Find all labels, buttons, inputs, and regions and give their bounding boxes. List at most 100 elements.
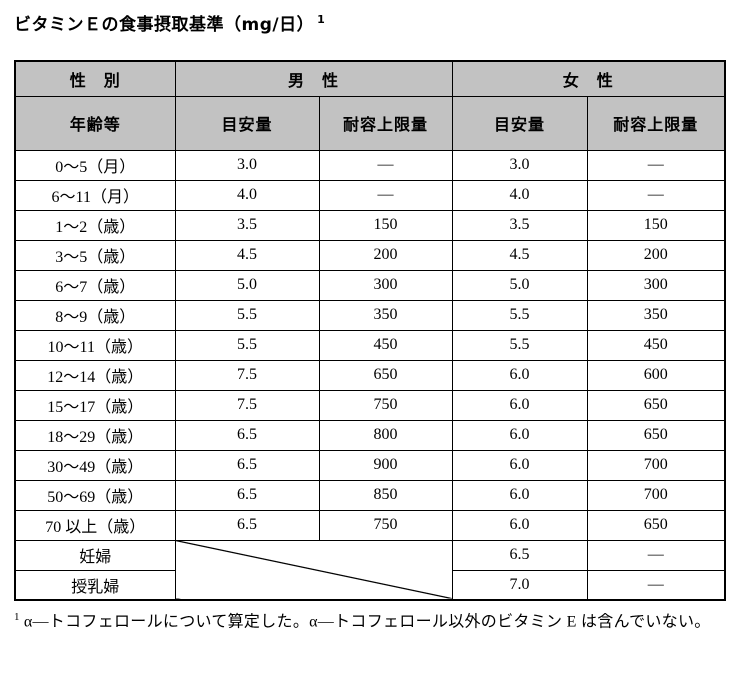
age-cell: 18～29（歳）: [14, 419, 176, 451]
age-cell: 6～7（歳）: [14, 269, 176, 301]
female-amount-cell: 6.0: [451, 449, 588, 481]
male-upper-limit-cell: 150: [318, 209, 453, 241]
age-cell: 妊婦: [14, 539, 176, 571]
female-upper-limit-cell: —: [586, 179, 726, 211]
age-cell: 12～14（歳）: [14, 359, 176, 391]
female-amount-cell: 6.0: [451, 359, 588, 391]
male-upper-limit-cell: 350: [318, 299, 453, 331]
table-header: 性 別 男 性 女 性 年齢等 目安量 耐容上限量 目安量 耐容上限量: [14, 60, 726, 151]
header-female: 女 性: [451, 60, 726, 97]
age-cell: 0～5（月）: [14, 149, 176, 181]
female-upper-limit-cell: —: [586, 149, 726, 181]
male-upper-limit-cell: 650: [318, 359, 453, 391]
male-upper-limit-cell: 850: [318, 479, 453, 511]
male-upper-limit-cell: —: [318, 149, 453, 181]
male-upper-limit-cell: 300: [318, 269, 453, 301]
male-amount-cell: 5.0: [174, 269, 320, 301]
female-upper-limit-cell: 200: [586, 239, 726, 271]
footnote-text: α—トコフェロールについて算定した。α—トコフェロール以外のビタミン E は含ん…: [23, 613, 711, 631]
footnote: 1 α—トコフェロールについて算定した。α—トコフェロール以外のビタミン E は含…: [14, 608, 726, 637]
female-amount-cell: 6.0: [451, 419, 588, 451]
male-amount-cell: 7.5: [174, 389, 320, 421]
male-upper-limit-cell: —: [318, 179, 453, 211]
male-amount-cell: 7.5: [174, 359, 320, 391]
female-amount-cell: 6.5: [451, 539, 588, 571]
diagonal-empty-cell: [174, 539, 453, 601]
header-row-gender: 性 別 男 性 女 性: [14, 60, 726, 97]
table-row: 6～11（月） 4.0 — 4.0 —: [14, 179, 726, 211]
female-upper-limit-cell: 600: [586, 359, 726, 391]
male-amount-cell: 5.5: [174, 329, 320, 361]
table-row: 1～2（歳） 3.5 150 3.5 150: [14, 209, 726, 241]
age-cell: 30～49（歳）: [14, 449, 176, 481]
female-amount-cell: 4.5: [451, 239, 588, 271]
male-upper-limit-cell: 450: [318, 329, 453, 361]
table-row: 30～49（歳） 6.5 900 6.0 700: [14, 449, 726, 481]
table-row: 12～14（歳） 7.5 650 6.0 600: [14, 359, 726, 391]
female-amount-cell: 3.5: [451, 209, 588, 241]
table-row: 6～7（歳） 5.0 300 5.0 300: [14, 269, 726, 301]
age-cell: 70 以上（歳）: [14, 509, 176, 541]
page-title: ビタミンＥの食事摂取基準（mg/日） 1: [14, 10, 724, 35]
female-upper-limit-cell: 700: [586, 449, 726, 481]
table-row: 15～17（歳） 7.5 750 6.0 650: [14, 389, 726, 421]
table-row: 10～11（歳） 5.5 450 5.5 450: [14, 329, 726, 361]
female-amount-cell: 5.5: [451, 329, 588, 361]
header-female-upper-limit: 耐容上限量: [586, 95, 726, 151]
male-upper-limit-cell: 750: [318, 509, 453, 541]
female-upper-limit-cell: 300: [586, 269, 726, 301]
header-age: 年齢等: [14, 95, 176, 151]
table-row: 0～5（月） 3.0 — 3.0 —: [14, 149, 726, 181]
female-upper-limit-cell: 650: [586, 389, 726, 421]
male-amount-cell: 4.0: [174, 179, 320, 211]
table-row: 70 以上（歳） 6.5 750 6.0 650: [14, 509, 726, 541]
female-upper-limit-cell: 450: [586, 329, 726, 361]
male-amount-cell: 6.5: [174, 509, 320, 541]
header-female-amount: 目安量: [451, 95, 588, 151]
male-upper-limit-cell: 800: [318, 419, 453, 451]
table-row: 50～69（歳） 6.5 850 6.0 700: [14, 479, 726, 511]
age-cell: 授乳婦: [14, 569, 176, 601]
male-amount-cell: 6.5: [174, 479, 320, 511]
age-cell: 8～9（歳）: [14, 299, 176, 331]
age-cell: 10～11（歳）: [14, 329, 176, 361]
female-upper-limit-cell: 650: [586, 419, 726, 451]
male-upper-limit-cell: 750: [318, 389, 453, 421]
table-special-rows: 妊婦 6.5 — 授乳婦 7.0 —: [14, 539, 726, 601]
male-amount-cell: 3.0: [174, 149, 320, 181]
female-amount-cell: 4.0: [451, 179, 588, 211]
female-amount-cell: 6.0: [451, 479, 588, 511]
female-upper-limit-cell: 650: [586, 509, 726, 541]
table-row: 8～9（歳） 5.5 350 5.5 350: [14, 299, 726, 331]
female-upper-limit-cell: 350: [586, 299, 726, 331]
page-title-text: ビタミンＥの食事摂取基準（mg/日）: [14, 15, 315, 35]
male-amount-cell: 5.5: [174, 299, 320, 331]
table-row: 18～29（歳） 6.5 800 6.0 650: [14, 419, 726, 451]
age-cell: 6～11（月）: [14, 179, 176, 211]
header-row-columns: 年齢等 目安量 耐容上限量 目安量 耐容上限量: [14, 95, 726, 151]
header-gender: 性 別: [14, 60, 176, 97]
title-footnote-marker: 1: [317, 13, 326, 27]
female-amount-cell: 3.0: [451, 149, 588, 181]
male-amount-cell: 6.5: [174, 449, 320, 481]
table-row-lactating: 授乳婦 7.0 —: [14, 569, 726, 601]
female-amount-cell: 6.0: [451, 389, 588, 421]
female-upper-limit-cell: 150: [586, 209, 726, 241]
male-upper-limit-cell: 200: [318, 239, 453, 271]
age-cell: 3～5（歳）: [14, 239, 176, 271]
male-amount-cell: 4.5: [174, 239, 320, 271]
header-male: 男 性: [174, 60, 453, 97]
female-amount-cell: 5.5: [451, 299, 588, 331]
table-row-pregnant: 妊婦 6.5 —: [14, 539, 726, 601]
female-limit-cell: —: [586, 539, 726, 571]
male-amount-cell: 3.5: [174, 209, 320, 241]
female-amount-cell: 5.0: [451, 269, 588, 301]
footnote-marker: 1: [14, 611, 20, 623]
table-row: 3～5（歳） 4.5 200 4.5 200: [14, 239, 726, 271]
header-male-amount: 目安量: [174, 95, 320, 151]
header-male-upper-limit: 耐容上限量: [318, 95, 453, 151]
age-cell: 1～2（歳）: [14, 209, 176, 241]
table-body: 0～5（月） 3.0 — 3.0 — 6～11（月） 4.0 — 4.0 — 1…: [14, 149, 726, 541]
female-limit-cell: —: [586, 569, 726, 601]
